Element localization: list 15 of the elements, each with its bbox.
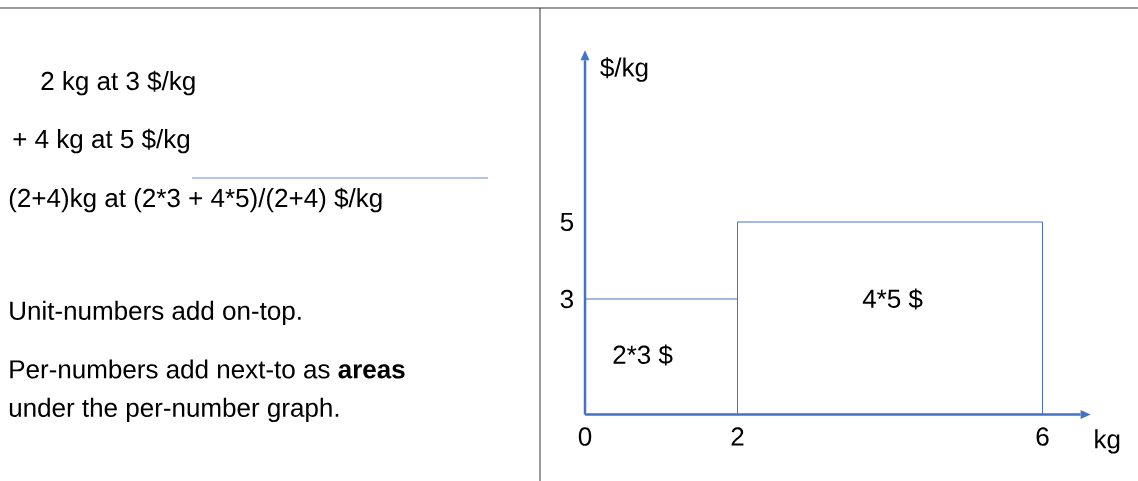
text: (2+4)kg at (2*3 + 4*5)/(2+4) $/kg	[9, 187, 382, 213]
annotation: 4*5 $	[862, 288, 923, 310]
text: Per-numbers add next-to as areas	[10, 359, 405, 379]
x-tick-label: 0	[578, 427, 592, 446]
text: Unit-numbers add on-top.	[10, 300, 301, 326]
text: + 4 kg at 5 $/kg	[13, 128, 190, 154]
annotation: 2*3 $	[613, 344, 673, 366]
x-tick-label: 2	[731, 427, 744, 446]
x-axis-title: kg	[1095, 429, 1120, 454]
y-tick-label: 3	[560, 289, 573, 309]
y-tick-label: 5	[560, 212, 574, 232]
y-axis-title: $/kg	[600, 57, 648, 82]
x-tick-label: 6	[1036, 427, 1049, 446]
text: 2 kg at 3 $/kg	[41, 70, 195, 96]
text: under the per-number graph.	[9, 397, 339, 423]
